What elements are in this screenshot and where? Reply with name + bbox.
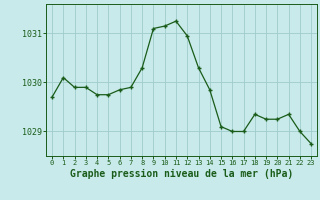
X-axis label: Graphe pression niveau de la mer (hPa): Graphe pression niveau de la mer (hPa) bbox=[70, 169, 293, 179]
